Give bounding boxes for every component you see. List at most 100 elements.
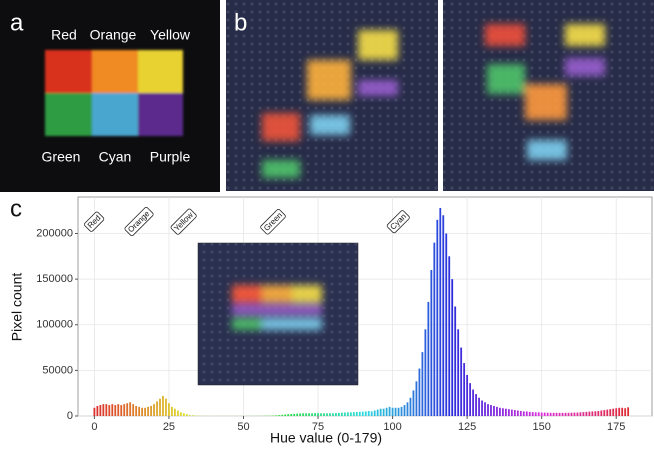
bar [284, 415, 286, 416]
bar [389, 407, 391, 416]
bar [568, 413, 570, 416]
bar [392, 408, 394, 416]
bar [344, 413, 346, 416]
bar [550, 413, 552, 416]
color-label: Red [51, 27, 77, 43]
bar [126, 403, 128, 416]
bar [183, 413, 185, 416]
bar [475, 394, 477, 416]
bar [481, 400, 483, 416]
bar [341, 413, 343, 416]
x-tick-label: 50 [237, 421, 249, 433]
bar [377, 410, 379, 416]
inset-blob [262, 285, 292, 303]
bar [416, 381, 418, 416]
bar [514, 410, 516, 416]
bar [362, 412, 364, 416]
bar [410, 398, 412, 416]
color-label: Green [42, 149, 81, 165]
bar [350, 412, 352, 416]
bar [523, 411, 525, 416]
bar [571, 413, 573, 416]
bar [314, 413, 316, 416]
bar [153, 404, 155, 416]
bar [96, 406, 98, 416]
bar [445, 234, 447, 417]
bar [597, 411, 599, 416]
y-tick-label: 100000 [36, 319, 73, 331]
panel-label: c [10, 195, 22, 222]
bar [135, 406, 137, 416]
bar [439, 208, 441, 416]
bar [532, 412, 534, 416]
bar [138, 407, 140, 416]
panel-label: a [10, 9, 24, 36]
bar [621, 408, 623, 416]
bar [535, 412, 537, 416]
y-tick-label: 200000 [36, 227, 73, 239]
bar [433, 243, 435, 416]
bar [606, 410, 608, 416]
bar [466, 375, 468, 416]
bar [150, 406, 152, 416]
bar [332, 413, 334, 416]
bar [502, 408, 504, 416]
bar [478, 398, 480, 416]
bar [338, 413, 340, 416]
bar [395, 408, 397, 416]
inset-blobs [232, 285, 322, 330]
bar [490, 405, 492, 416]
bar [618, 408, 620, 416]
bar [129, 402, 131, 416]
bar [359, 412, 361, 416]
bar [591, 411, 593, 416]
y-tick-label: 150000 [36, 273, 73, 285]
bar [404, 405, 406, 416]
panel-c: c Hue value (0-179) Pixel count 05000010… [9, 195, 652, 445]
bar [436, 220, 438, 416]
color-blocks [45, 50, 183, 136]
bar [538, 412, 540, 416]
bar [108, 405, 110, 416]
bar [162, 396, 164, 416]
bar [442, 215, 444, 416]
bar [505, 409, 507, 416]
bar [374, 411, 376, 416]
x-tick-label: 100 [383, 421, 401, 433]
bar [278, 415, 280, 416]
bar [144, 408, 146, 416]
color-label: Cyan [99, 149, 132, 165]
panel-label: b [234, 9, 247, 36]
bar [320, 413, 322, 416]
bar [365, 411, 367, 416]
bar [189, 415, 191, 416]
bar [386, 408, 388, 416]
bar [398, 408, 400, 416]
bar [335, 413, 337, 416]
bar [529, 412, 531, 416]
x-tick-label: 75 [312, 421, 324, 433]
bar [583, 412, 585, 416]
bar [448, 256, 450, 416]
inset-blob [262, 318, 322, 330]
bar [401, 407, 403, 416]
bar [99, 405, 101, 416]
bar [469, 383, 471, 416]
bar [356, 412, 358, 416]
bar [487, 404, 489, 416]
bar [353, 412, 355, 416]
bar [117, 404, 119, 416]
bar [430, 270, 432, 416]
bar [317, 413, 319, 416]
bar [177, 411, 179, 416]
bar [556, 413, 558, 416]
bar [577, 413, 579, 416]
bar [323, 413, 325, 416]
bar [624, 408, 626, 416]
bar [603, 410, 605, 416]
bar [168, 403, 170, 416]
bar [413, 390, 415, 416]
bar [541, 413, 543, 416]
bar [454, 307, 456, 417]
